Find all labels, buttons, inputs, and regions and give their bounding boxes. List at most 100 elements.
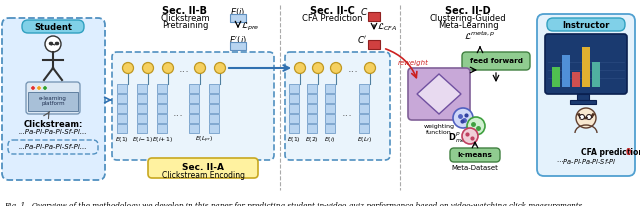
Bar (137, 114, 147, 123)
Text: CFA prediction:: CFA prediction: (581, 148, 640, 157)
FancyBboxPatch shape (285, 52, 390, 160)
Bar (209, 124, 219, 133)
Circle shape (312, 62, 323, 74)
Bar (157, 84, 167, 93)
Bar (117, 84, 127, 93)
Text: weighting
function: weighting function (424, 124, 454, 135)
Text: reweight: reweight (398, 60, 429, 66)
Circle shape (467, 117, 485, 135)
Bar (368, 12, 380, 21)
Circle shape (579, 115, 584, 119)
Bar (577, 94, 589, 100)
Bar (359, 104, 369, 113)
Circle shape (365, 62, 376, 74)
Bar (570, 100, 596, 104)
Bar (368, 40, 380, 49)
Circle shape (45, 36, 61, 52)
Bar (289, 124, 299, 133)
Bar (117, 124, 127, 133)
Bar (307, 124, 317, 133)
Bar (137, 104, 147, 113)
Text: CFA Prediction: CFA Prediction (301, 14, 362, 23)
Circle shape (214, 62, 225, 74)
Circle shape (195, 62, 205, 74)
Bar (28, 92, 78, 111)
Text: $\mathcal{L}_{pre}$: $\mathcal{L}_{pre}$ (241, 21, 260, 33)
Text: Sec. II-B: Sec. II-B (163, 6, 207, 16)
Bar (562, 55, 570, 87)
Text: $E(2)$: $E(2)$ (305, 135, 319, 144)
FancyBboxPatch shape (450, 148, 500, 162)
Circle shape (453, 108, 473, 128)
Bar (289, 94, 299, 103)
Text: Sec. II-C: Sec. II-C (310, 6, 355, 16)
Bar (117, 114, 127, 123)
Text: Pretraining: Pretraining (162, 21, 208, 30)
Bar (289, 114, 299, 123)
Bar (359, 114, 369, 123)
Circle shape (31, 86, 35, 90)
Text: Clickstream: Clickstream (160, 14, 210, 23)
Text: e-learning
platform: e-learning platform (39, 96, 67, 107)
Bar (325, 104, 335, 113)
Bar (189, 114, 199, 123)
Text: $E(L_{pr})$: $E(L_{pr})$ (195, 135, 213, 145)
Text: Fig. 1.  Overview of the methodology we develop in this paper for predicting stu: Fig. 1. Overview of the methodology we d… (4, 202, 584, 206)
Circle shape (36, 86, 41, 90)
Bar (359, 124, 369, 133)
Bar (209, 104, 219, 113)
FancyBboxPatch shape (547, 18, 625, 31)
FancyBboxPatch shape (2, 18, 105, 180)
FancyBboxPatch shape (112, 52, 274, 160)
Text: k-means: k-means (458, 152, 492, 158)
Circle shape (586, 115, 591, 119)
Bar (157, 124, 167, 133)
Bar (209, 84, 219, 93)
FancyBboxPatch shape (148, 158, 258, 178)
Text: Sec. II-A: Sec. II-A (182, 163, 224, 172)
Text: $E(L_f)$: $E(L_f)$ (356, 135, 371, 144)
Text: Student: Student (34, 22, 72, 32)
FancyBboxPatch shape (22, 20, 84, 33)
Bar (307, 94, 317, 103)
Circle shape (576, 108, 596, 128)
Text: Sec. II-D: Sec. II-D (445, 6, 491, 16)
Bar (307, 114, 317, 123)
Circle shape (163, 62, 173, 74)
Bar (582, 47, 590, 87)
Polygon shape (417, 74, 461, 114)
Text: ...: ... (179, 64, 189, 74)
Bar (359, 84, 369, 93)
Bar (157, 114, 167, 123)
Circle shape (143, 62, 154, 74)
Bar (552, 67, 560, 87)
Text: feed forward: feed forward (470, 58, 522, 64)
Bar (209, 114, 219, 123)
Bar (189, 84, 199, 93)
Text: $\cdots$Pa-Pl-Pa-Pl-Sf-Pl: $\cdots$Pa-Pl-Pa-Pl-Sf-Pl (556, 157, 616, 166)
Text: $\mathbf{D}^p_{meta}$: $\mathbf{D}^p_{meta}$ (448, 130, 472, 145)
Circle shape (43, 86, 47, 90)
Text: $E(i)$: $E(i)$ (230, 6, 246, 18)
Text: $C$: $C$ (360, 6, 368, 17)
Bar (592, 62, 600, 87)
Bar (157, 94, 167, 103)
Text: Meta-Learning: Meta-Learning (438, 21, 499, 30)
Bar (548, 37, 624, 87)
FancyBboxPatch shape (408, 68, 470, 120)
Text: ...Pa-Pl-Pa-Pl-Sf-Pl...: ...Pa-Pl-Pa-Pl-Sf-Pl... (19, 144, 87, 150)
Text: $E(i)$: $E(i)$ (324, 135, 336, 144)
Bar (307, 84, 317, 93)
Circle shape (294, 62, 305, 74)
Bar (572, 72, 580, 87)
Bar (359, 94, 369, 103)
Text: $E'(i)$: $E'(i)$ (229, 34, 247, 46)
Bar (325, 94, 335, 103)
Bar (137, 94, 147, 103)
Circle shape (122, 62, 134, 74)
Text: ...: ... (348, 64, 358, 74)
Text: $\mathcal{L}^{meta,p}$: $\mathcal{L}^{meta,p}$ (464, 30, 496, 42)
Bar (137, 84, 147, 93)
Bar (325, 114, 335, 123)
Bar (137, 124, 147, 133)
